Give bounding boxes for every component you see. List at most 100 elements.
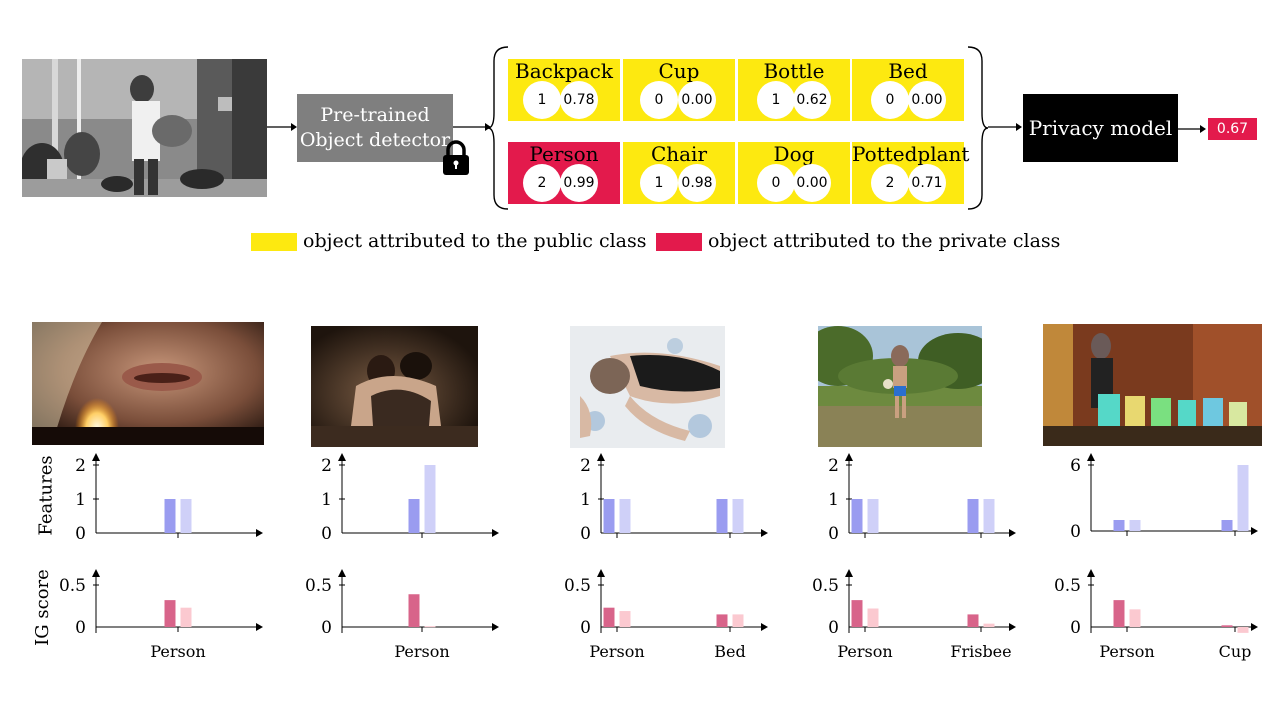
features-bar-light	[1237, 465, 1249, 531]
ig-x-arrow	[256, 623, 263, 631]
ig-y-tick-label: 0.5	[305, 576, 332, 596]
features-y-tick-label: 2	[75, 456, 86, 476]
object-name: Bottle	[763, 59, 825, 83]
ig-bar-dark	[408, 594, 420, 627]
features-y-tick-label: 2	[828, 456, 839, 476]
features-bar-dark	[408, 499, 420, 533]
object-name: Bed	[888, 59, 928, 83]
category-label: Person	[150, 642, 205, 661]
features-bar-dark	[603, 499, 615, 533]
object-name: Cup	[658, 59, 700, 83]
lock-icon	[443, 140, 469, 175]
chart-panel-5: 0 6 0 0.5 Person Cup	[1054, 453, 1267, 670]
ig-bar-dark	[603, 607, 615, 627]
chart-svg: 0 6 0 0.5 Person Cup	[1054, 453, 1258, 661]
features-bar-light	[1129, 520, 1141, 531]
features-y-tick-label: 0	[75, 524, 86, 544]
object-confidence: 0.00	[793, 164, 831, 202]
ig-y-arrow	[1087, 569, 1095, 577]
ig-bar-dark	[164, 600, 176, 627]
ig-bar-light	[1237, 627, 1249, 633]
features-y-tick-label: 0	[321, 524, 332, 544]
privacy-model-box: Privacy model	[1023, 94, 1178, 162]
object-detector-box: Pre-trained Object detector	[297, 94, 453, 162]
features-bar-light	[180, 499, 192, 533]
right-curly-brace	[967, 46, 988, 210]
features-bar-light	[867, 499, 879, 533]
features-y-tick-label: 1	[75, 490, 86, 510]
features-y-tick-label: 6	[1070, 456, 1081, 476]
category-label: Person	[837, 642, 892, 661]
object-confidence: 0.00	[908, 81, 946, 119]
ig-y-tick-label: 0.5	[59, 576, 86, 596]
object-name: Dog	[773, 142, 815, 166]
object-cell-chair: Chair 1 0.98	[623, 142, 735, 204]
features-y-tick-label: 1	[321, 490, 332, 510]
ig-bar-light	[619, 611, 631, 627]
object-confidence: 0.62	[793, 81, 831, 119]
features-y-tick-label: 1	[580, 490, 591, 510]
features-y-arrow	[597, 453, 605, 461]
ig-y-arrow	[338, 569, 346, 577]
object-name: Pottedplant	[852, 142, 970, 166]
ig-y-arrow	[845, 569, 853, 577]
ig-bar-dark	[967, 614, 979, 627]
chart-panel-4: 0 1 2 0 0.5 Person Frisbee	[812, 453, 1023, 670]
object-cell-bottle: Bottle 1 0.62	[738, 59, 850, 121]
features-bar-light	[983, 499, 995, 533]
object-confidence: 0.00	[678, 81, 716, 119]
ig-x-arrow	[1251, 623, 1258, 631]
object-count: 0	[757, 164, 795, 202]
object-confidence: 0.98	[678, 164, 716, 202]
legend-public-label: object attributed to the public class	[303, 230, 647, 252]
ig-y-tick-label: 0.5	[812, 576, 839, 596]
features-y-tick-label: 0	[580, 524, 591, 544]
features-bar-dark	[164, 499, 176, 533]
features-y-tick-label: 0	[1070, 522, 1081, 542]
features-bar-dark	[851, 499, 863, 533]
features-y-arrow	[92, 453, 100, 461]
ig-y-tick-label: 0.5	[564, 576, 591, 596]
category-label: Cup	[1219, 642, 1252, 661]
chart-svg: 0 1 2 0 0.5 Person Bed	[564, 453, 768, 661]
ig-bar-dark	[1221, 625, 1233, 627]
features-y-arrow	[845, 453, 853, 461]
category-label: Frisbee	[950, 642, 1011, 661]
chart-panel-3: 0 1 2 0 0.5 Person Bed	[564, 453, 775, 670]
chart-svg: 0 1 2 0 0.5 Person	[59, 453, 263, 661]
chart-panel-2: 0 1 2 0 0.5 Person	[304, 453, 514, 670]
arrow-to-privacy-model	[988, 123, 1022, 131]
features-bar-light	[424, 465, 436, 533]
features-y-arrow	[338, 453, 346, 461]
features-x-arrow	[256, 529, 263, 537]
object-count: 1	[640, 164, 678, 202]
ig-bar-light	[424, 626, 436, 628]
object-cell-backpack: Backpack 1 0.78	[508, 59, 620, 121]
features-x-arrow	[1251, 527, 1258, 535]
ig-y-arrow	[92, 569, 100, 577]
ig-y-tick-label: 0	[828, 618, 839, 638]
features-bar-dark	[967, 499, 979, 533]
ig-bar-light	[732, 614, 744, 627]
ig-bar-light	[983, 623, 995, 627]
object-confidence: 0.71	[908, 164, 946, 202]
ig-y-tick-label: 0	[75, 618, 86, 638]
arrow-to-objects	[453, 123, 491, 131]
legend-private-swatch	[656, 233, 702, 251]
ig-y-tick-label: 0.5	[1054, 576, 1081, 596]
object-count: 2	[871, 164, 909, 202]
ig-bar-light	[1129, 609, 1141, 627]
chart-svg: 0 1 2 0 0.5 Person	[305, 453, 499, 661]
example-photo-couple	[311, 326, 478, 447]
features-x-arrow	[492, 529, 499, 537]
ig-y-tick-label: 0	[1070, 618, 1081, 638]
object-confidence: 0.99	[560, 164, 598, 202]
object-cell-cup: Cup 0 0.00	[623, 59, 735, 121]
category-label: Person	[589, 642, 644, 661]
object-name: Person	[529, 142, 599, 166]
object-name: Backpack	[515, 59, 613, 83]
features-bar-dark	[1221, 520, 1233, 531]
features-y-tick-label: 0	[828, 524, 839, 544]
features-bar-light	[732, 499, 744, 533]
ig-y-arrow	[597, 569, 605, 577]
